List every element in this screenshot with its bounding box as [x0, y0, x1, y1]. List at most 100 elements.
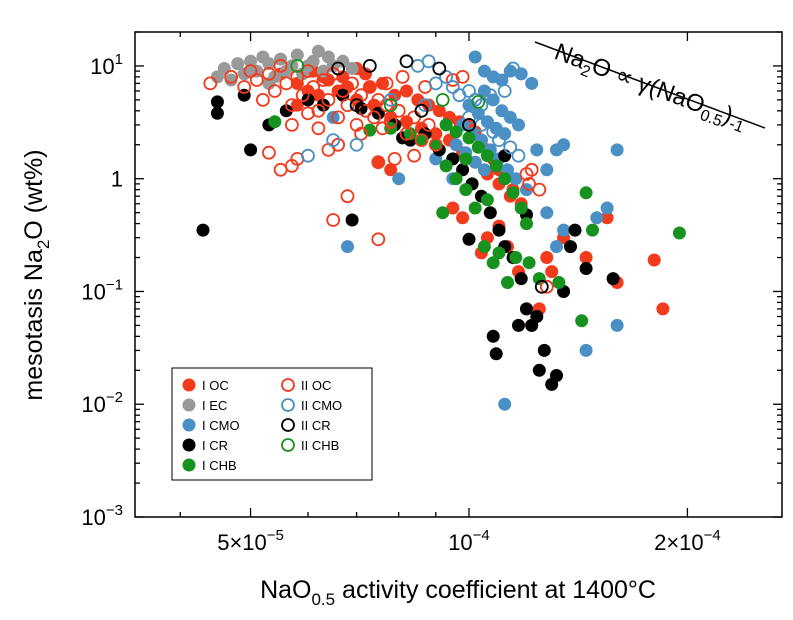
- data-point: [436, 206, 450, 220]
- data-point: [498, 397, 512, 411]
- data-point: [557, 223, 571, 237]
- data-point: [341, 240, 354, 254]
- data-point: [468, 50, 482, 64]
- data-point: [486, 256, 500, 270]
- data-point: [262, 76, 276, 90]
- data-point: [415, 133, 428, 147]
- data-point: [349, 137, 364, 152]
- data-point: [336, 54, 350, 68]
- data-point: [610, 143, 624, 157]
- data-point: [295, 88, 310, 103]
- legend-marker: [182, 378, 196, 392]
- data-point: [367, 110, 382, 125]
- x-tick-labels: 5×10−5 10−4 2×10−4: [217, 527, 721, 555]
- data-point: [379, 76, 394, 91]
- data-point: [540, 163, 554, 177]
- data-point: [284, 98, 299, 112]
- data-point: [311, 103, 326, 118]
- data-point: [284, 118, 299, 132]
- data-point: [459, 152, 473, 166]
- data-point: [514, 201, 528, 215]
- data-point: [268, 115, 282, 129]
- data-point: [545, 265, 559, 279]
- x-axis-title: NaO0.5 activity coefficient at 1400°C: [260, 576, 656, 609]
- data-point: [384, 163, 398, 177]
- data-point: [411, 93, 425, 107]
- data-point: [483, 206, 497, 220]
- data-point: [407, 148, 422, 163]
- data-point: [335, 84, 350, 98]
- data-point: [449, 125, 463, 139]
- data-point: [503, 140, 518, 155]
- data-point: [586, 223, 599, 237]
- data-point: [456, 211, 470, 225]
- data-point: [445, 73, 460, 87]
- data-point: [345, 213, 359, 227]
- series-ii-cmo: [301, 54, 526, 163]
- legend-marker: [182, 438, 196, 452]
- data-point: [497, 84, 512, 98]
- data-point: [290, 48, 304, 62]
- data-point: [564, 240, 577, 254]
- x-tick-label: 2×10−4: [654, 527, 721, 555]
- legend-label: I CMO: [202, 418, 240, 433]
- data-point: [483, 88, 498, 103]
- data-point: [495, 73, 509, 87]
- legend-marker: [281, 438, 295, 452]
- data-point: [301, 64, 315, 78]
- data-point: [414, 133, 429, 148]
- data-point: [511, 148, 526, 163]
- data-point: [498, 172, 512, 186]
- data-point: [345, 62, 359, 75]
- data-point: [421, 118, 436, 132]
- series-i-chb: [268, 115, 686, 328]
- data-point: [316, 73, 331, 87]
- data-point: [439, 70, 454, 84]
- data-point: [231, 57, 245, 71]
- data-point: [552, 276, 566, 289]
- data-point: [557, 138, 571, 152]
- legend-item: II CR: [281, 418, 331, 433]
- data-point: [340, 98, 355, 112]
- data-point: [477, 240, 491, 254]
- data-point: [600, 211, 614, 225]
- data-point: [340, 189, 355, 204]
- data-point: [224, 73, 238, 87]
- data-point: [387, 151, 402, 166]
- legend-marker: [182, 458, 196, 472]
- data-point: [449, 138, 463, 152]
- data-point: [326, 133, 341, 148]
- data-point: [203, 76, 218, 91]
- data-point: [537, 343, 551, 357]
- data-point: [477, 163, 491, 177]
- x-tick-label: 10−4: [448, 527, 490, 555]
- data-point: [273, 59, 288, 73]
- data-point: [506, 186, 520, 200]
- data-point: [210, 95, 224, 109]
- data-point: [579, 262, 593, 275]
- data-point: [579, 343, 593, 357]
- slope-annotation: Na2O ∝ γ(NaO0.5)-1: [534, 38, 766, 136]
- data-point: [471, 95, 486, 109]
- data-point: [514, 272, 528, 286]
- x-tick-label: 5×10−5: [217, 527, 284, 555]
- legend-label: I EC: [202, 398, 227, 413]
- legend-label: II CR: [301, 418, 331, 433]
- data-point: [647, 253, 661, 267]
- data-point: [395, 70, 410, 84]
- y-tick-label: 10−1: [81, 276, 123, 304]
- data-point: [279, 104, 293, 118]
- legend-item: II OC: [281, 378, 331, 393]
- legend-box: [171, 367, 373, 481]
- y-tick-label: 10−2: [81, 389, 123, 417]
- data-point: [363, 80, 377, 94]
- legend-marker: [281, 378, 295, 392]
- data-point: [290, 70, 305, 84]
- data-point: [403, 127, 417, 141]
- data-point: [480, 193, 494, 207]
- data-points: [196, 44, 686, 411]
- data-point: [400, 115, 413, 129]
- data-point: [422, 98, 436, 112]
- legend-marker: [281, 418, 295, 432]
- legend-label: II OC: [301, 378, 331, 393]
